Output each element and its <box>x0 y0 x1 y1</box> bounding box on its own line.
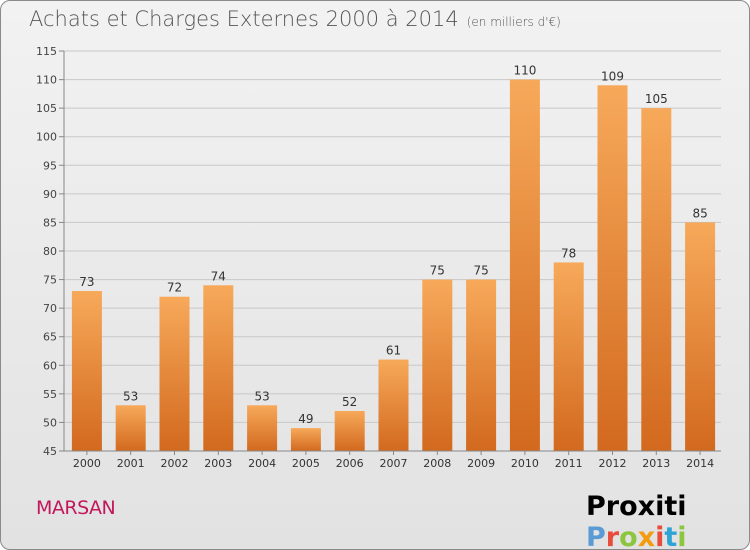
bar <box>203 285 234 451</box>
y-tick-label: 50 <box>43 416 57 429</box>
x-tick-label: 2004 <box>248 457 276 470</box>
x-tick-label: 2000 <box>73 457 101 470</box>
x-tick-label: 2006 <box>336 457 364 470</box>
data-label: 75 <box>430 264 445 278</box>
logo-letter: t <box>664 522 678 550</box>
data-labels: 73 53 72 74 53 49 52 61 75 75 110 78 109 105 85 <box>79 64 707 427</box>
bar <box>334 411 365 451</box>
x-tick-label: 2002 <box>161 457 189 470</box>
chart-title: Achats et Charges Externes 2000 à 2014 (e… <box>29 7 561 31</box>
y-tick-label: 45 <box>43 445 57 458</box>
bars <box>71 79 716 452</box>
logo-letter: i <box>655 522 665 550</box>
data-label: 53 <box>254 389 269 403</box>
chart-title-text: Achats et Charges Externes 2000 à 2014 <box>29 7 459 31</box>
data-label: 74 <box>211 269 226 283</box>
bar <box>378 359 409 451</box>
y-tick-label: 115 <box>36 45 57 58</box>
y-tick-label: 65 <box>43 331 57 344</box>
x-tick-label: 2008 <box>423 457 451 470</box>
x-axis: 2000 2001 2002 2003 2004 2005 2006 2007 2008 2009… <box>64 450 721 470</box>
place-name: MARSAN <box>36 497 116 519</box>
x-tick-label: 2005 <box>292 457 320 470</box>
y-tick-label: 80 <box>43 245 57 258</box>
data-label: 75 <box>473 264 488 278</box>
x-tick-label: 2010 <box>511 457 539 470</box>
data-label: 49 <box>298 412 313 426</box>
x-tick-label: 2012 <box>599 457 627 470</box>
y-tick-label: 55 <box>43 388 57 401</box>
data-label: 85 <box>692 206 707 220</box>
bar <box>247 405 278 451</box>
y-axis: 45 50 55 60 65 70 75 80 85 90 95 100 105 110 115 <box>36 45 65 458</box>
logo-letter: x <box>637 522 656 550</box>
data-label: 110 <box>513 64 536 78</box>
x-tick-label: 2009 <box>467 457 495 470</box>
x-tick-label: 2013 <box>642 457 670 470</box>
bar <box>509 79 540 452</box>
y-tick-label: 60 <box>43 359 57 372</box>
chart-subtitle: (en milliers d'€) <box>466 15 561 29</box>
bar <box>597 85 628 452</box>
y-tick-label: 110 <box>36 74 57 87</box>
y-tick-label: 85 <box>43 216 57 229</box>
y-tick-label: 105 <box>36 102 57 115</box>
data-label: 105 <box>645 92 668 106</box>
logo-letter: P <box>586 522 606 550</box>
bar <box>466 279 497 451</box>
y-tick-label: 70 <box>43 302 57 315</box>
data-label: 78 <box>561 246 576 260</box>
bar <box>685 222 716 451</box>
bar <box>71 291 102 451</box>
bar <box>422 279 453 451</box>
bar <box>290 428 321 451</box>
x-tick-label: 2014 <box>686 457 714 470</box>
data-label: 109 <box>601 69 624 83</box>
proxiti-logo: Proxiti Proxiti <box>586 491 749 550</box>
y-tick-label: 75 <box>43 274 57 287</box>
bar <box>553 262 584 451</box>
data-label: 73 <box>79 275 94 289</box>
bar <box>641 108 672 452</box>
x-tick-label: 2001 <box>117 457 145 470</box>
bar <box>115 405 146 451</box>
data-label: 52 <box>342 395 357 409</box>
bar <box>159 296 190 451</box>
y-tick-label: 95 <box>43 159 57 172</box>
y-tick-label: 100 <box>36 131 57 144</box>
x-tick-label: 2011 <box>555 457 583 470</box>
logo-letter: i <box>677 522 687 550</box>
x-tick-label: 2007 <box>380 457 408 470</box>
x-tick-label: 2003 <box>204 457 232 470</box>
logo-letter: r <box>605 522 620 550</box>
data-label: 72 <box>167 281 182 295</box>
logo-letter: o <box>619 522 638 550</box>
data-label: 61 <box>386 344 401 358</box>
y-tick-label: 90 <box>43 188 57 201</box>
data-label: 53 <box>123 389 138 403</box>
